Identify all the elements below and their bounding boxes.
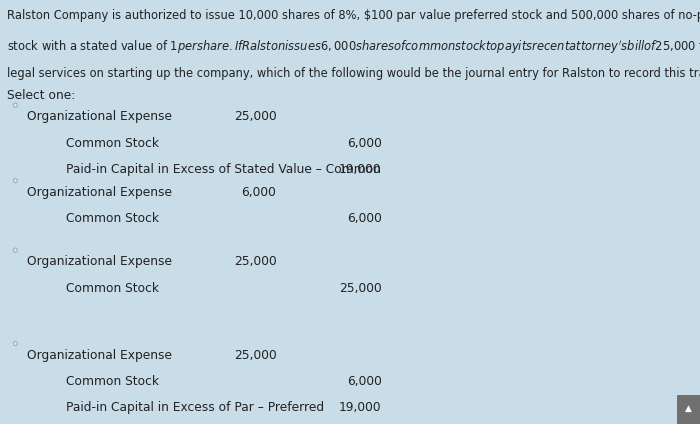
- Text: 6,000: 6,000: [346, 212, 382, 225]
- Text: legal services on starting up the company, which of the following would be the j: legal services on starting up the compan…: [7, 67, 700, 80]
- Text: 6,000: 6,000: [346, 375, 382, 388]
- Text: Common Stock: Common Stock: [66, 282, 160, 295]
- Text: 19,000: 19,000: [339, 401, 382, 414]
- Text: 25,000: 25,000: [339, 282, 382, 295]
- Text: 25,000: 25,000: [234, 110, 276, 123]
- Text: 19,000: 19,000: [339, 163, 382, 176]
- Text: 25,000: 25,000: [234, 255, 276, 268]
- Text: Paid-in Capital in Excess of Par – Preferred: Paid-in Capital in Excess of Par – Prefe…: [66, 401, 325, 414]
- Text: 6,000: 6,000: [346, 137, 382, 150]
- Ellipse shape: [13, 179, 18, 183]
- Text: Select one:: Select one:: [7, 89, 76, 102]
- Text: 25,000: 25,000: [234, 349, 276, 362]
- Text: Organizational Expense: Organizational Expense: [27, 186, 172, 199]
- Text: Organizational Expense: Organizational Expense: [27, 110, 172, 123]
- Ellipse shape: [13, 248, 18, 252]
- Text: Common Stock: Common Stock: [66, 375, 160, 388]
- Text: Paid-in Capital in Excess of Stated Value – Common: Paid-in Capital in Excess of Stated Valu…: [66, 163, 382, 176]
- Ellipse shape: [13, 103, 18, 107]
- Text: Organizational Expense: Organizational Expense: [27, 255, 172, 268]
- Text: Common Stock: Common Stock: [66, 212, 160, 225]
- Text: Common Stock: Common Stock: [66, 137, 160, 150]
- Ellipse shape: [13, 341, 18, 346]
- Bar: [677, 395, 700, 424]
- Text: ▲: ▲: [685, 404, 692, 413]
- Text: 6,000: 6,000: [241, 186, 276, 199]
- Text: Ralston Company is authorized to issue 10,000 shares of 8%, $100 par value prefe: Ralston Company is authorized to issue 1…: [7, 9, 700, 22]
- Text: Organizational Expense: Organizational Expense: [27, 349, 172, 362]
- Text: stock with a stated value of $1 per share. If Ralston issues 6,000 shares of com: stock with a stated value of $1 per shar…: [7, 38, 700, 56]
